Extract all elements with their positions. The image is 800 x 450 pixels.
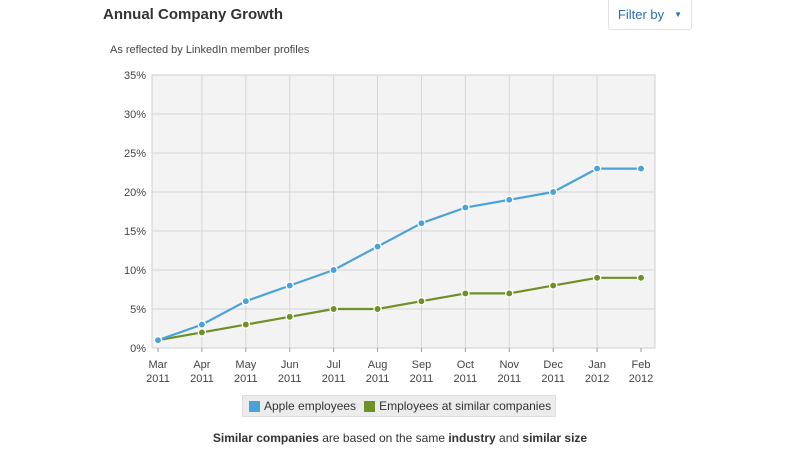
data-point-apple	[153, 335, 163, 345]
filter-by-button[interactable]: Filter by ▼	[608, 0, 692, 30]
data-point-apple	[197, 320, 207, 329]
plot-area	[151, 74, 656, 349]
x-tick-label-year: 2011	[234, 373, 258, 385]
data-point-similar	[417, 296, 426, 306]
legend-item-apple[interactable]: Apple employees	[249, 399, 356, 413]
x-tick-label-year: 2011	[410, 373, 434, 385]
footnote-similar-companies: Similar companies	[212, 431, 319, 445]
x-tick-label-year: 2011	[497, 373, 521, 385]
y-tick-label: 30%	[124, 109, 146, 121]
data-point-apple	[285, 281, 294, 290]
x-tick-label-year: 2011	[541, 373, 565, 385]
footnote-similar-size: similar size	[522, 431, 588, 445]
y-tick-label: 5%	[130, 304, 146, 316]
chart-title: Annual Company Growth	[103, 6, 283, 23]
y-tick-label: 15%	[124, 226, 146, 238]
legend-swatch-similar	[364, 400, 376, 412]
footnote-text-1: are based on the same	[318, 431, 449, 445]
series-line-similar	[157, 276, 641, 342]
data-point-apple	[329, 265, 338, 275]
footnote-text-2: and	[495, 431, 523, 445]
data-point-apple	[461, 203, 470, 212]
data-point-apple	[592, 164, 602, 173]
chart-legend: Apple employees Employees at similar com…	[242, 395, 556, 417]
data-point-similar	[505, 289, 514, 298]
caret-down-icon: ▼	[674, 10, 683, 19]
data-point-similar	[548, 281, 558, 290]
x-tick-label-month: Jul	[327, 359, 341, 371]
data-point-apple	[636, 164, 646, 173]
series-line-apple	[157, 167, 641, 342]
data-point-apple	[241, 296, 251, 306]
x-tick-label-month: Sep	[412, 359, 432, 371]
x-tick-label-month: May	[235, 359, 256, 371]
y-tick-label: 20%	[124, 187, 146, 199]
footnote-industry: industry	[448, 431, 496, 445]
y-tick-label: 0%	[130, 343, 146, 355]
data-point-similar	[197, 328, 207, 337]
x-tick-label-year: 2011	[146, 373, 170, 385]
data-point-similar	[285, 312, 294, 322]
x-tick-label-month: Dec	[543, 359, 563, 371]
filter-by-label: Filter by	[617, 7, 665, 22]
data-point-similar	[329, 304, 338, 314]
x-tick-label-year: 2011	[190, 373, 214, 385]
data-point-apple	[505, 195, 514, 205]
y-tick-label: 25%	[124, 148, 146, 160]
data-point-apple	[373, 242, 382, 251]
legend-swatch-apple	[249, 400, 260, 412]
x-tick-label-month: Aug	[368, 359, 388, 371]
x-tick-label-month: Apr	[193, 359, 210, 371]
x-tick-label-year: 2011	[366, 373, 390, 385]
x-tick-label-year: 2012	[629, 373, 653, 385]
legend-label-apple: Apple employees	[264, 399, 357, 413]
x-tick-label-month: Jan	[588, 359, 606, 371]
legend-label-similar: Employees at similar companies	[379, 399, 552, 413]
x-tick-label-month: Feb	[632, 359, 651, 371]
data-point-similar	[636, 273, 646, 283]
data-point-similar	[373, 304, 382, 314]
data-point-similar	[461, 289, 470, 298]
x-tick-label-month: Oct	[457, 359, 474, 371]
chart-subtitle: As reflected by LinkedIn member profiles	[110, 44, 310, 56]
data-point-apple	[548, 187, 558, 197]
legend-item-similar[interactable]: Employees at similar companies	[364, 399, 551, 413]
data-point-similar	[592, 273, 602, 283]
x-tick-label-month: Jun	[281, 359, 299, 371]
x-tick-label-month: Mar	[149, 359, 168, 371]
data-point-apple	[417, 218, 426, 228]
data-point-similar	[241, 320, 251, 329]
x-tick-label-year: 2012	[585, 373, 609, 385]
x-tick-label-month: Nov	[499, 359, 519, 371]
x-tick-label-year: 2011	[322, 373, 346, 385]
x-tick-label-year: 2011	[278, 373, 302, 385]
x-tick-label-year: 2011	[454, 373, 478, 385]
y-tick-label: 35%	[124, 70, 146, 82]
footnote: Similar companies are based on the same …	[0, 431, 800, 445]
y-tick-label: 10%	[124, 265, 146, 277]
